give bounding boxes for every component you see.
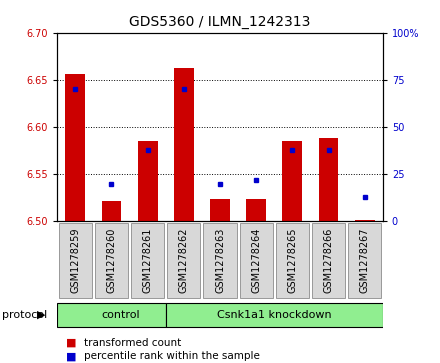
Bar (131, 223, 164, 298)
Text: GSM1278260: GSM1278260 (106, 228, 117, 293)
Bar (276, 223, 309, 298)
Bar (166, 303, 383, 327)
Bar (174, 68, 194, 221)
Bar (167, 223, 201, 298)
Text: GSM1278262: GSM1278262 (179, 228, 189, 293)
Bar (210, 199, 230, 221)
Bar (95, 223, 128, 298)
Text: ▶: ▶ (37, 310, 46, 320)
Text: GSM1278264: GSM1278264 (251, 228, 261, 293)
Text: GSM1278259: GSM1278259 (70, 228, 80, 293)
Text: ■: ■ (66, 338, 77, 348)
Text: GSM1278261: GSM1278261 (143, 228, 153, 293)
Bar (282, 141, 302, 221)
Bar (66, 74, 85, 221)
Text: GSM1278267: GSM1278267 (360, 228, 370, 293)
Text: control: control (101, 310, 140, 320)
Bar (57, 303, 166, 327)
Bar (319, 138, 338, 221)
Bar (138, 141, 158, 221)
Text: GSM1278266: GSM1278266 (323, 228, 334, 293)
Bar (59, 223, 92, 298)
Bar (246, 199, 266, 221)
Title: GDS5360 / ILMN_1242313: GDS5360 / ILMN_1242313 (129, 15, 311, 29)
Bar (312, 223, 345, 298)
Text: Csnk1a1 knockdown: Csnk1a1 knockdown (217, 310, 332, 320)
Bar (239, 223, 273, 298)
Bar (203, 223, 237, 298)
Text: ■: ■ (66, 351, 77, 362)
Text: protocol: protocol (2, 310, 48, 320)
Text: percentile rank within the sample: percentile rank within the sample (84, 351, 260, 362)
Text: GSM1278265: GSM1278265 (287, 228, 297, 293)
Bar (355, 220, 375, 221)
Bar (102, 201, 121, 221)
Text: transformed count: transformed count (84, 338, 181, 348)
Bar (348, 223, 381, 298)
Text: GSM1278263: GSM1278263 (215, 228, 225, 293)
